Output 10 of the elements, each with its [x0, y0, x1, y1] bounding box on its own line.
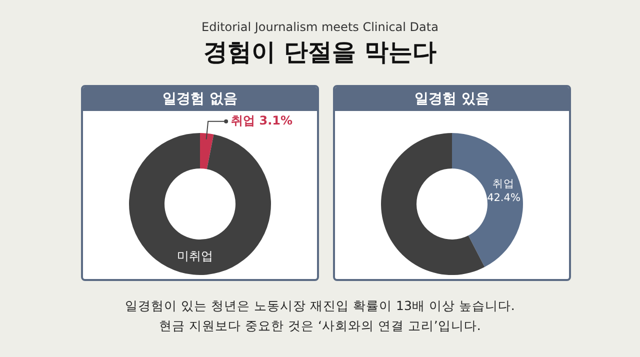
- text: Editorial Journalism meets Clinical Data: [200, 20, 440, 34]
- data-label: 42.4%: [487, 192, 520, 204]
- slice-label: 미취업: [176, 249, 213, 264]
- slice-label: 취업 3.1%: [231, 114, 293, 128]
- text: 현금 지원보다 중요한 것은 ‘사회와의 연결 고리’입니다.: [158, 317, 482, 335]
- text: 일경험이 있는 청년은 노동시장 재진입 확률이 13배 이상 높습니다.: [124, 297, 516, 315]
- chart-title: 일경험 없음: [83, 87, 317, 111]
- chart-title: 일경험 있음: [335, 87, 569, 111]
- text: 경험이 단절을 막는다: [202, 37, 438, 68]
- slice-label: 취업: [492, 178, 515, 190]
